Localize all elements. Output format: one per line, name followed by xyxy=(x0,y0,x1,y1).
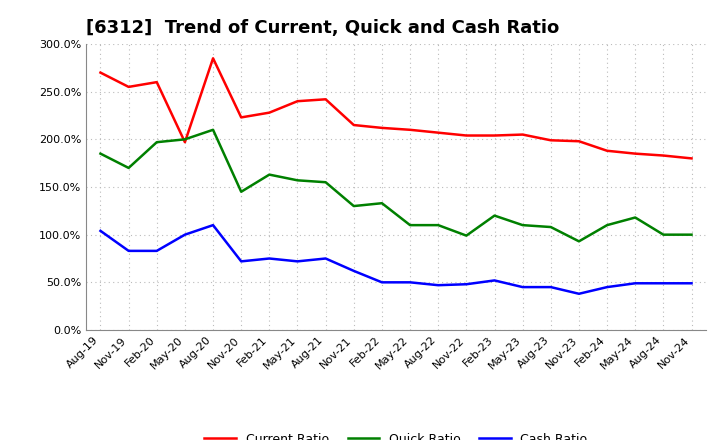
Line: Current Ratio: Current Ratio xyxy=(101,58,691,158)
Line: Cash Ratio: Cash Ratio xyxy=(101,225,691,294)
Quick Ratio xyxy=(153,139,161,145)
Cash Ratio xyxy=(687,281,696,286)
Quick Ratio xyxy=(575,238,583,244)
Current Ratio xyxy=(377,125,386,131)
Current Ratio xyxy=(462,133,471,138)
Quick Ratio xyxy=(265,172,274,177)
Cash Ratio xyxy=(125,248,133,253)
Current Ratio xyxy=(659,153,667,158)
Current Ratio xyxy=(490,133,499,138)
Cash Ratio xyxy=(490,278,499,283)
Cash Ratio xyxy=(237,259,246,264)
Cash Ratio xyxy=(377,280,386,285)
Current Ratio xyxy=(293,99,302,104)
Cash Ratio xyxy=(181,232,189,237)
Current Ratio xyxy=(518,132,527,137)
Quick Ratio xyxy=(631,215,639,220)
Cash Ratio xyxy=(631,281,639,286)
Current Ratio xyxy=(631,151,639,156)
Current Ratio xyxy=(96,70,105,75)
Cash Ratio xyxy=(406,280,415,285)
Current Ratio xyxy=(546,138,555,143)
Cash Ratio xyxy=(293,259,302,264)
Cash Ratio xyxy=(462,282,471,287)
Current Ratio xyxy=(434,130,443,135)
Quick Ratio xyxy=(96,151,105,156)
Current Ratio xyxy=(687,156,696,161)
Cash Ratio xyxy=(321,256,330,261)
Quick Ratio xyxy=(490,213,499,218)
Quick Ratio xyxy=(687,232,696,237)
Quick Ratio xyxy=(659,232,667,237)
Quick Ratio xyxy=(181,137,189,142)
Quick Ratio xyxy=(603,223,611,228)
Cash Ratio xyxy=(659,281,667,286)
Current Ratio xyxy=(575,139,583,144)
Cash Ratio xyxy=(209,223,217,228)
Quick Ratio xyxy=(377,201,386,206)
Quick Ratio xyxy=(546,224,555,230)
Cash Ratio xyxy=(575,291,583,297)
Cash Ratio xyxy=(96,228,105,234)
Cash Ratio xyxy=(546,284,555,290)
Cash Ratio xyxy=(434,282,443,288)
Line: Quick Ratio: Quick Ratio xyxy=(101,130,691,241)
Quick Ratio xyxy=(293,178,302,183)
Quick Ratio xyxy=(434,223,443,228)
Quick Ratio xyxy=(125,165,133,171)
Current Ratio xyxy=(181,139,189,145)
Current Ratio xyxy=(321,97,330,102)
Current Ratio xyxy=(209,55,217,61)
Quick Ratio xyxy=(518,223,527,228)
Current Ratio xyxy=(237,115,246,120)
Quick Ratio xyxy=(462,233,471,238)
Current Ratio xyxy=(125,84,133,89)
Quick Ratio xyxy=(237,189,246,194)
Cash Ratio xyxy=(518,284,527,290)
Quick Ratio xyxy=(349,203,358,209)
Cash Ratio xyxy=(349,268,358,274)
Cash Ratio xyxy=(603,284,611,290)
Quick Ratio xyxy=(406,223,415,228)
Legend: Current Ratio, Quick Ratio, Cash Ratio: Current Ratio, Quick Ratio, Cash Ratio xyxy=(199,428,593,440)
Cash Ratio xyxy=(153,248,161,253)
Current Ratio xyxy=(406,127,415,132)
Current Ratio xyxy=(603,148,611,154)
Quick Ratio xyxy=(209,127,217,132)
Current Ratio xyxy=(349,122,358,128)
Quick Ratio xyxy=(321,180,330,185)
Current Ratio xyxy=(153,80,161,85)
Text: [6312]  Trend of Current, Quick and Cash Ratio: [6312] Trend of Current, Quick and Cash … xyxy=(86,19,559,37)
Cash Ratio xyxy=(265,256,274,261)
Current Ratio xyxy=(265,110,274,115)
